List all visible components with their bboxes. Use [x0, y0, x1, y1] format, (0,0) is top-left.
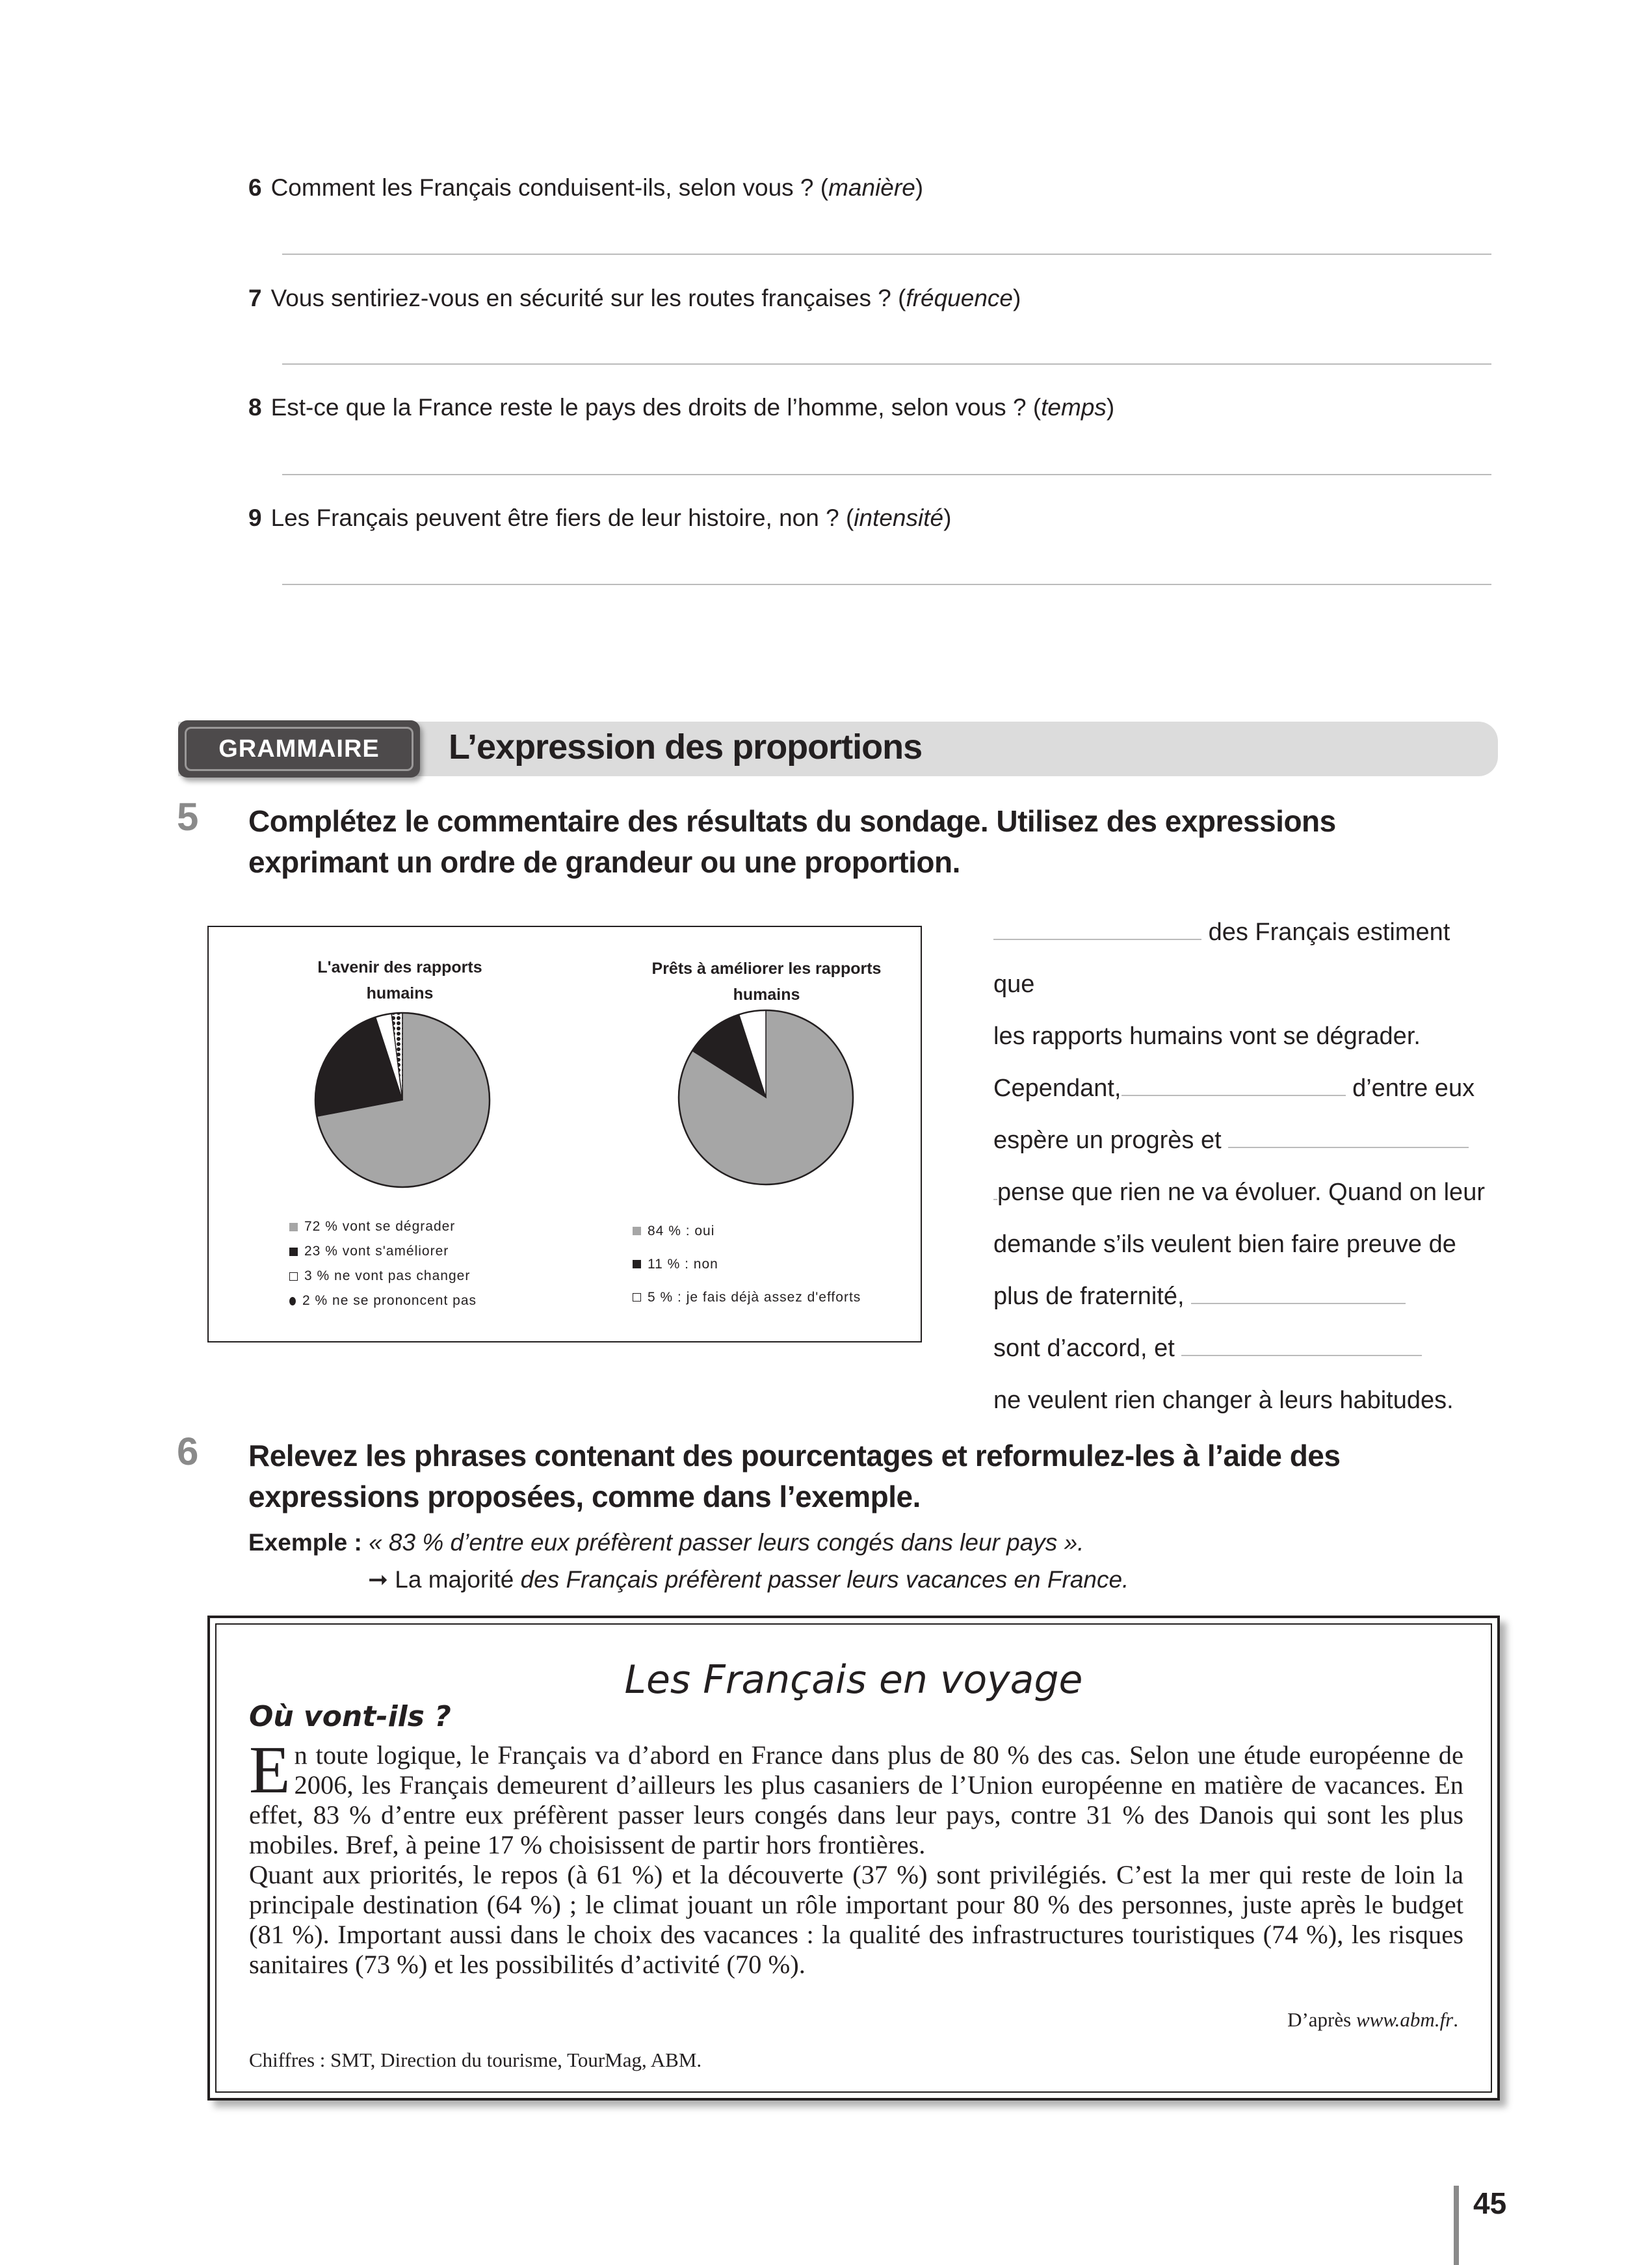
legend-swatch [633, 1227, 641, 1235]
blank-2[interactable] [1121, 1075, 1346, 1096]
legend-item: 3 % ne vont pas changer [289, 1264, 477, 1289]
legend-swatch [289, 1296, 296, 1305]
article-figures-credit: Chiffres : SMT, Direction du tourisme, T… [249, 2049, 702, 2071]
example: Exemple : « 83 % d’entre eux préfèrent p… [248, 1529, 1084, 1556]
blank-3-cont[interactable] [993, 1179, 997, 1200]
legend-swatch [289, 1222, 298, 1231]
pie-2-outline [677, 1009, 854, 1186]
exercise-number-6: 6 [177, 1430, 199, 1473]
pie-1-outline [314, 1012, 491, 1188]
legend-item: 72 % vont se dégrader [289, 1214, 477, 1239]
chart-1-title: L'avenir des rapports humains [317, 958, 482, 1002]
chart-2-title: Prêts à améliorer les rapports humains [651, 960, 882, 1004]
exercise-6-instruction: Relevez les phrases contenant des pource… [248, 1439, 1341, 1513]
exercise-5-fill-text: des Français estiment que les rapports h… [993, 919, 1485, 1414]
example-answer: ➞ La majorité des Français préfèrent pas… [368, 1566, 1129, 1593]
pie-charts [314, 1009, 854, 1188]
exercise-5-instruction: Complétez le commentaire des résultats d… [248, 804, 1336, 879]
question-9: 9 Les Français peuvent être fiers de leur… [248, 504, 952, 531]
question-6: 6 Comment les Français conduisent-ils, se… [248, 174, 924, 201]
section-title: L’expression des proportions [449, 727, 923, 766]
answer-line-9[interactable] [282, 584, 1491, 585]
legend-swatch [289, 1247, 298, 1256]
legend-swatch [289, 1272, 298, 1281]
answer-line-6[interactable] [282, 254, 1491, 255]
article-source: D’après www.abm.fr. [1287, 2008, 1458, 2031]
arrow-right-icon: ➞ [368, 1566, 389, 1593]
chart-box: L'avenir des rapports humains Prêts à amé… [207, 926, 922, 1342]
exercise-number-5: 5 [177, 795, 199, 839]
question-8: 8 Est-ce que la France reste le pays des … [248, 394, 1115, 421]
question-7: 7 Vous sentiriez-vous en sécurité sur les… [248, 285, 1021, 311]
legend-swatch [633, 1293, 641, 1302]
page-number-bar [1454, 2186, 1459, 2265]
answer-line-8[interactable] [282, 474, 1491, 475]
drop-cap: E [249, 1733, 291, 1807]
legend-item: 5 % : je fais déjà assez d'efforts [633, 1281, 861, 1314]
page-number: 45 [1473, 2186, 1507, 2220]
legend-item: 2 % ne se prononcent pas [289, 1289, 477, 1313]
legend-swatch [633, 1260, 641, 1268]
article-title: Les Français en voyage [624, 1657, 1083, 1703]
chart-1-legend: 72 % vont se dégrader 23 % vont s'amélio… [289, 1214, 477, 1313]
legend-item: 84 % : oui [633, 1214, 861, 1248]
blank-1[interactable] [993, 919, 1201, 940]
blank-3[interactable] [1228, 1127, 1469, 1148]
legend-item: 23 % vont s'améliorer [289, 1239, 477, 1264]
chart-2-legend: 84 % : oui 11 % : non 5 % : je fais déjà… [633, 1214, 861, 1314]
legend-item: 11 % : non [633, 1248, 861, 1281]
blank-5[interactable] [1181, 1335, 1423, 1356]
answer-line-7[interactable] [282, 363, 1491, 365]
blank-4[interactable] [1191, 1283, 1406, 1304]
grammaire-badge: GRAMMAIRE [178, 720, 420, 778]
article-subtitle: Où vont-ils ? [249, 1700, 451, 1733]
